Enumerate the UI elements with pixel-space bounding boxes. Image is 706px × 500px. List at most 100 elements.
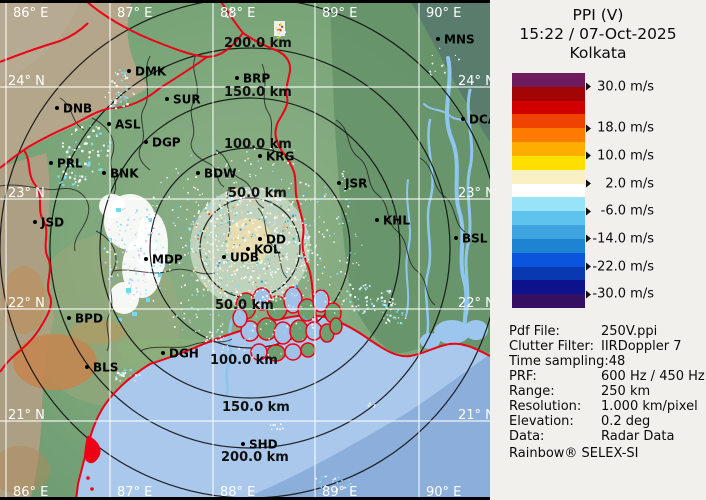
tick-arrow-icon — [586, 207, 591, 216]
tick-arrow-icon — [586, 290, 591, 299]
legend-label: 2.0 m/s — [586, 176, 654, 191]
station-dot-KHL — [375, 218, 379, 222]
legend-value: 18.0 m/s — [597, 120, 654, 136]
longitude-label-bottom: 89° E — [322, 485, 357, 500]
station-dot-MDP — [144, 257, 148, 261]
station-label-UDB: UDB — [230, 251, 259, 265]
radar-station-name: Kolkata — [569, 44, 627, 62]
station-label-MDP: MDP — [152, 253, 183, 267]
station-label-SHD: SHD — [249, 438, 278, 452]
metadata-label: Resolution: — [509, 399, 582, 414]
latitude-label-left: 22° N — [8, 296, 45, 311]
station-dot-JSR — [337, 181, 341, 185]
station-label-BSL: BSL — [462, 232, 488, 246]
legend-band-2 — [512, 100, 585, 115]
station-dot-DCA — [461, 117, 465, 121]
product-title: PPI (V) — [572, 6, 624, 24]
longitude-label-top: 89° E — [322, 6, 357, 21]
range-ring-label: 50.0 km — [215, 298, 274, 313]
station-label-BRP: BRP — [243, 72, 270, 86]
legend-value: -30.0 m/s — [592, 286, 654, 302]
station-dot-DGP — [144, 140, 148, 144]
range-ring-label: 100.0 km — [224, 137, 292, 152]
tick-arrow-icon — [586, 124, 591, 133]
station-label-BNK: BNK — [110, 167, 139, 181]
legend-value: -22.0 m/s — [592, 259, 654, 275]
metadata-value: 0.2 deg — [601, 414, 651, 429]
metadata-value: 600 Hz / 450 Hz — [601, 369, 705, 384]
legend-band-16 — [512, 294, 585, 309]
legend-label: 30.0 m/s — [586, 79, 654, 94]
station-dot-DNB — [55, 106, 59, 110]
station-label-JSD: JSD — [40, 216, 64, 230]
legend-band-10 — [512, 211, 585, 226]
metadata-list: Pdf File: 250V.ppi Clutter Filter: IIRDoppl… — [509, 324, 705, 444]
velocity-colorbar — [512, 73, 585, 309]
station-label-KOL: KOL — [254, 243, 281, 257]
legend-band-6 — [512, 155, 585, 170]
station-label-DCA: DCA — [469, 113, 490, 127]
range-ring-100km — [149, 147, 351, 349]
longitude-label-bottom: 86° E — [13, 485, 48, 500]
metadata-label: Clutter Filter: — [509, 339, 594, 354]
station-label-PRL: PRL — [57, 157, 83, 171]
legend-label: -22.0 m/s — [586, 259, 654, 274]
station-dot-BPD — [67, 316, 71, 320]
station-label-DGH: DGH — [169, 347, 199, 361]
legend-label: -14.0 m/s — [586, 231, 654, 246]
metadata-value: 250 km — [601, 384, 651, 399]
metadata-row: Pdf File: 250V.ppi — [509, 324, 705, 339]
legend-value: 10.0 m/s — [597, 148, 654, 164]
metadata-label: PRF: — [509, 369, 537, 384]
legend-band-1 — [512, 86, 585, 101]
title-block: PPI (V) 15:22 / 07-Oct-2025 Kolkata — [490, 6, 706, 63]
station-markers: MNS DMK BRP SUR DNB DCA ASL DGP KRG PRL BNK BDW JSR K… — [33, 33, 490, 452]
range-ring-150km — [99, 97, 401, 399]
station-label-BLS: BLS — [93, 361, 118, 375]
metadata-label: Range: — [509, 384, 555, 399]
station-dot-DMK — [127, 69, 131, 73]
legend-band-15 — [512, 280, 585, 295]
legend-band-5 — [512, 142, 585, 156]
latitude-label-right: 21° N — [458, 408, 490, 423]
longitude-label-bottom: 87° E — [117, 485, 152, 500]
legend-value: 2.0 m/s — [605, 176, 654, 192]
station-label-DMK: DMK — [135, 65, 167, 79]
station-dot-DGH — [161, 351, 165, 355]
range-ring-label: 50.0 km — [228, 186, 287, 201]
longitude-label-top: 86° E — [13, 6, 48, 21]
station-label-DD: DD — [266, 233, 286, 247]
tick-arrow-icon — [586, 151, 591, 160]
station-dot-BNK — [102, 171, 106, 175]
map-image: 200.0 km 150.0 km 100.0 km 50.0 km 50.0 km 10… — [0, 0, 490, 500]
legend-label: -30.0 m/s — [586, 287, 654, 302]
station-dot-BRP — [235, 76, 239, 80]
metadata-label: Time sampling: — [509, 354, 609, 369]
radar-map-display: 200.0 km 150.0 km 100.0 km 50.0 km 50.0 km 10… — [0, 0, 490, 500]
legend-band-0 — [512, 73, 585, 87]
longitude-label-top: 88° E — [220, 6, 255, 21]
legend-band-3 — [512, 114, 585, 129]
map-frame-strips — [0, 0, 490, 500]
station-dot-DD — [258, 237, 262, 241]
longitude-label-top: 90° E — [426, 6, 461, 21]
metadata-row: Elevation: 0.2 deg — [509, 414, 705, 429]
info-panel: PPI (V) 15:22 / 07-Oct-2025 Kolkata 30.0… — [490, 0, 706, 500]
legend-band-4 — [512, 128, 585, 143]
station-dot-BDW — [196, 171, 200, 175]
latitude-label-left: 23° N — [8, 186, 45, 201]
metadata-row: Data: Radar Data — [509, 429, 705, 444]
legend-band-13 — [512, 252, 585, 267]
latitude-label-left: 21° N — [8, 408, 45, 423]
sea-layer — [76, 315, 490, 500]
rivers-layer — [224, 56, 488, 398]
station-label-DNB: DNB — [63, 102, 92, 116]
metadata-row: Resolution: 1.000 km/pixel — [509, 399, 705, 414]
latitude-label-left: 24° N — [8, 74, 45, 89]
metadata-value: Radar Data — [601, 429, 675, 444]
longitude-label-bottom: 88° E — [220, 485, 255, 500]
tick-arrow-icon — [586, 262, 591, 271]
legend-value: -6.0 m/s — [600, 203, 654, 219]
range-ring-label: 200.0 km — [224, 36, 292, 51]
station-dot-MNS — [436, 37, 440, 41]
